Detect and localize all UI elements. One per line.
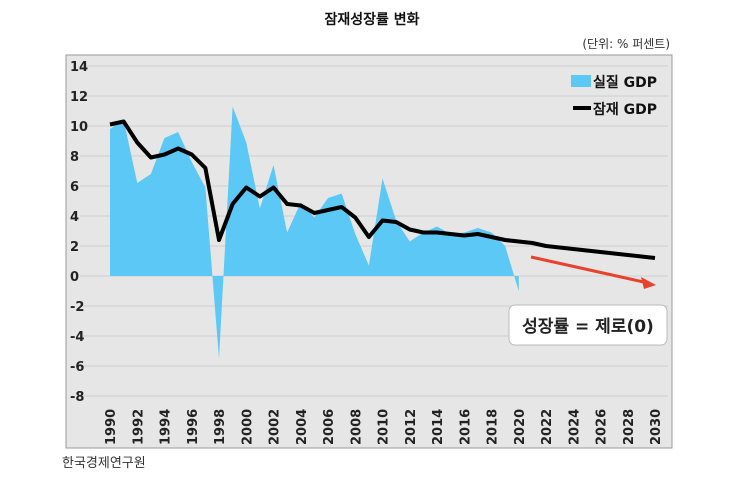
- x-tick-label: 2012: [404, 409, 419, 445]
- y-axis-ticks: 14 12 10 8 6 4 2 0 -2 -4 -6 -8: [70, 60, 88, 405]
- legend-label-real-gdp: 실질 GDP: [593, 75, 657, 91]
- y-tick-label: 2: [70, 240, 79, 255]
- annotation-text: 성장률 = 제로(0): [522, 317, 654, 337]
- x-tick-label: 2026: [595, 409, 610, 445]
- y-tick-label: -2: [70, 300, 84, 315]
- unit-note: (단위: % 퍼센트): [582, 37, 670, 51]
- x-tick-label: 2028: [622, 409, 637, 445]
- source-label: 한국경제연구원: [62, 456, 146, 471]
- legend-label-potential-gdp: 잠재 GDP: [593, 101, 657, 118]
- y-tick-label: 14: [70, 60, 88, 75]
- x-tick-label: 2014: [431, 409, 446, 445]
- x-tick-label: 1990: [104, 409, 119, 445]
- x-tick-label: 2010: [377, 409, 392, 445]
- y-tick-label: 10: [70, 120, 88, 135]
- x-axis-ticks: 1990 1992 1994 1996 1998 2000 2002 2004 2006 2008…: [104, 409, 664, 445]
- potential-gdp-line: [109, 119, 656, 260]
- x-tick-label: 2016: [458, 409, 473, 445]
- gridlines: [80, 65, 668, 397]
- x-tick-label: 2018: [486, 409, 501, 445]
- x-tick-label: 2000: [240, 409, 255, 445]
- x-tick-label: 2002: [268, 409, 283, 445]
- chart-title: 잠재성장률 변화: [324, 11, 419, 28]
- y-tick-label: -4: [70, 330, 84, 345]
- y-tick-label: 0: [70, 270, 79, 285]
- x-tick-label: 1996: [186, 409, 201, 445]
- legend: 실질 GDP 잠재 GDP: [571, 75, 657, 118]
- x-tick-label: 2030: [649, 409, 664, 445]
- trend-arrow: [530, 255, 656, 289]
- y-tick-label: 6: [70, 180, 79, 195]
- x-tick-label: 2008: [349, 409, 364, 445]
- y-tick-label: 4: [70, 210, 79, 225]
- y-tick-label: -6: [70, 360, 84, 375]
- x-tick-label: 1992: [131, 409, 146, 445]
- x-tick-label: 2006: [322, 409, 337, 445]
- x-tick-label: 1994: [159, 409, 174, 445]
- annotation-box: [508, 304, 668, 346]
- y-tick-label: -8: [70, 390, 84, 405]
- x-tick-label: 2020: [513, 409, 528, 445]
- legend-swatch-potential-gdp: [573, 106, 591, 110]
- x-tick-label: 2024: [567, 409, 582, 445]
- y-tick-label: 12: [70, 90, 88, 105]
- x-tick-label: 2022: [540, 409, 555, 445]
- legend-swatch-real-gdp: [571, 75, 591, 87]
- y-tick-label: 8: [70, 150, 79, 165]
- x-tick-label: 2004: [295, 409, 310, 445]
- x-tick-label: 1998: [213, 409, 228, 445]
- real-gdp-area: [110, 106, 519, 359]
